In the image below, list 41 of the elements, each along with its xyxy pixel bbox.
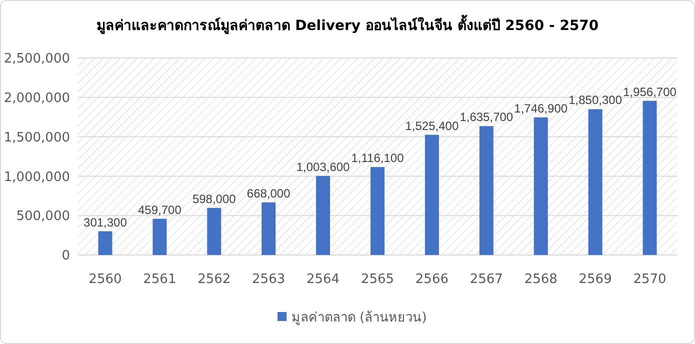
data-label: 1,116,100 — [351, 151, 404, 166]
bar — [152, 218, 167, 255]
y-tick-label: 0 — [62, 248, 70, 264]
x-tick-label: 2565 — [360, 272, 394, 287]
x-tick-label: 2570 — [633, 272, 666, 287]
y-tick-label: 1,000,000 — [4, 170, 70, 185]
data-label: 1,525,400 — [405, 118, 459, 133]
x-tick-label: 2567 — [470, 272, 503, 287]
x-tick-label: 2568 — [524, 272, 558, 287]
y-tick-label: 500,000 — [16, 209, 70, 224]
x-tick-label: 2561 — [143, 272, 176, 287]
bar — [98, 231, 112, 255]
legend-label: มูลค่าตลาด (ล้านหยวน) — [292, 310, 427, 326]
data-label: 459,700 — [138, 202, 182, 217]
bar — [370, 167, 384, 255]
bar — [534, 117, 548, 255]
x-tick-label: 2560 — [88, 272, 122, 287]
data-label: 1,003,600 — [296, 160, 350, 174]
data-label: 1,635,700 — [460, 110, 514, 124]
data-label: 668,000 — [246, 186, 291, 200]
bar — [642, 100, 657, 255]
y-tick-label: 2,000,000 — [4, 90, 70, 106]
x-tick-label: 2569 — [578, 272, 612, 287]
bar — [316, 176, 330, 255]
bar — [588, 109, 602, 255]
data-label: 1,850,300 — [568, 93, 622, 108]
x-tick-label: 2566 — [415, 272, 448, 287]
data-label: 1,746,900 — [514, 101, 568, 116]
chart-title: มูลค่าและคาดการณ์มูลค่าตลาด Delivery ออนไลน์ในจีน ตั้งแต่ปี 2560 - 2570 — [96, 14, 599, 34]
bar — [262, 202, 276, 255]
x-tick-label: 2562 — [198, 272, 231, 287]
x-tick-label: 2564 — [306, 272, 340, 287]
y-tick-label: 1,500,000 — [4, 130, 70, 146]
bar — [207, 208, 222, 255]
data-label: 598,000 — [192, 192, 236, 206]
data-label: 301,300 — [84, 215, 128, 230]
x-tick-label: 2563 — [252, 272, 286, 287]
bar — [479, 126, 494, 255]
bar — [424, 134, 439, 255]
data-label: 1,956,700 — [623, 84, 677, 99]
y-tick-label: 2,500,000 — [4, 52, 70, 67]
